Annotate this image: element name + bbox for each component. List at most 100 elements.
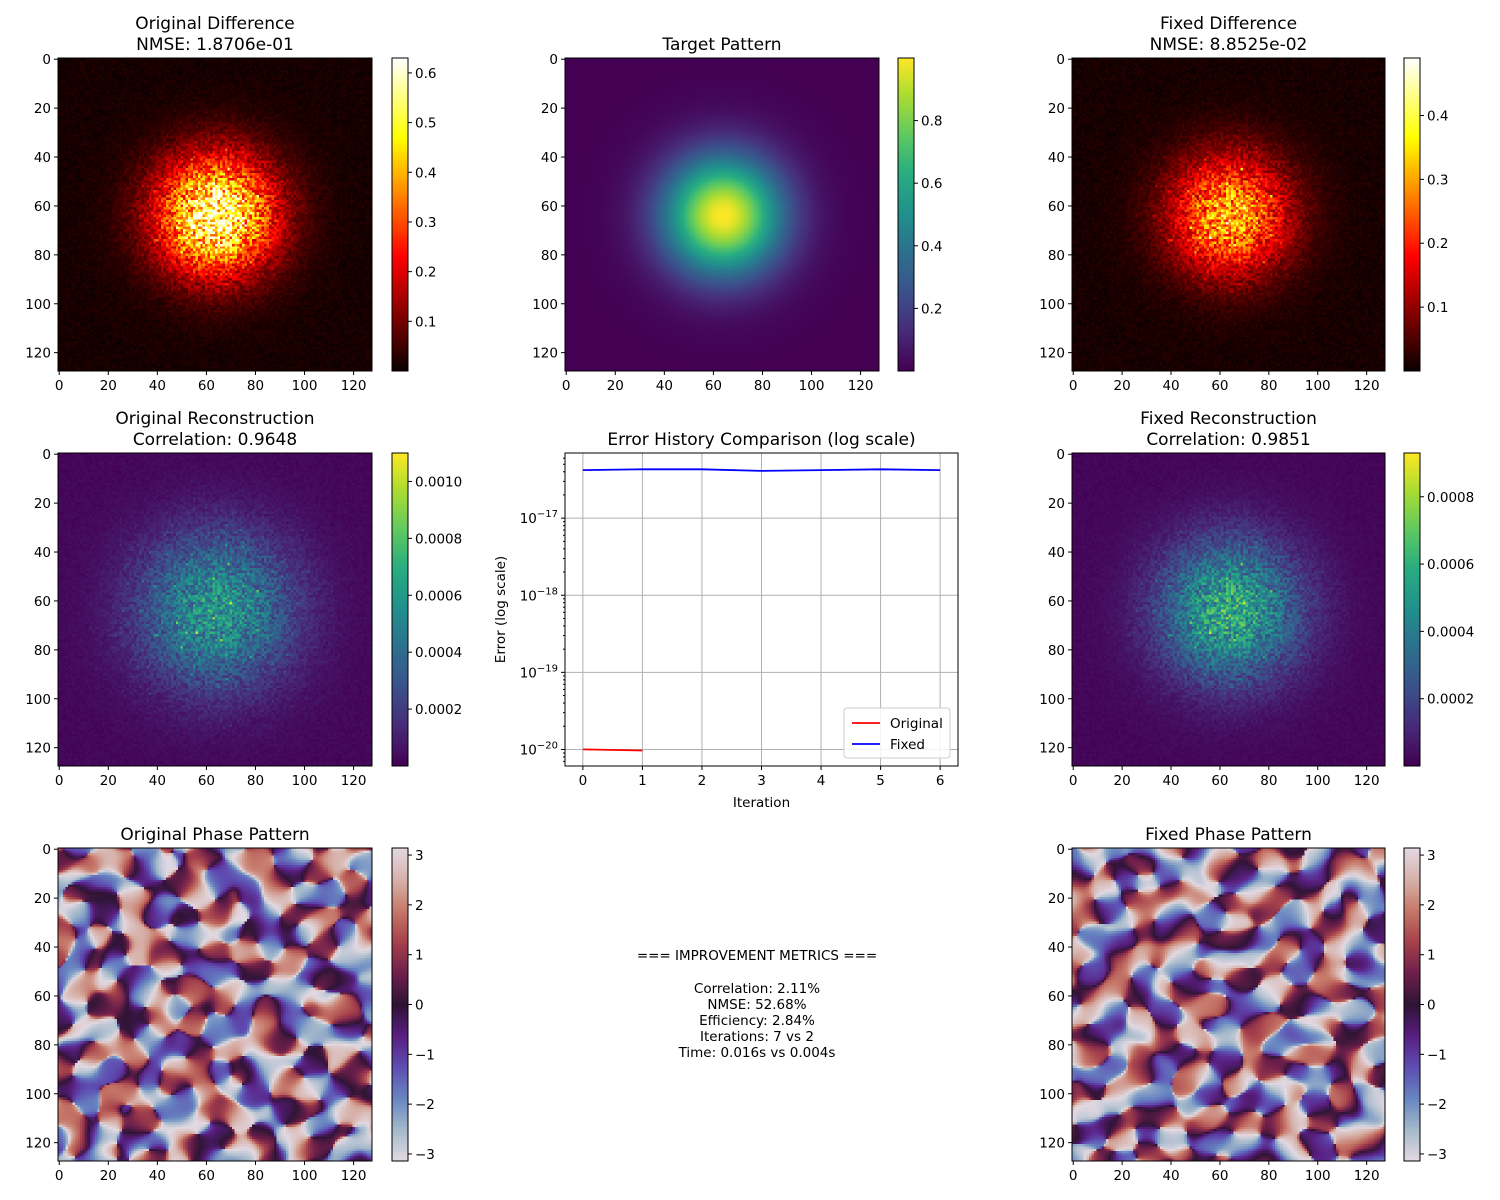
x-tick-label: 4: [817, 773, 826, 789]
colorbar-tick-label: −1: [415, 1047, 435, 1063]
x-tick-label: 100: [292, 1168, 318, 1184]
heatmap-image: [58, 848, 372, 1161]
y-tick-label: 120: [1039, 1136, 1065, 1152]
y-tick-label: 40: [1048, 545, 1065, 561]
axes-frame: [1071, 57, 1386, 372]
line-chart-panel: 0 1 2 3 4 5 6 10−20 10−19 10−18 10−17 Error History…: [493, 430, 959, 811]
x-tick-label: 0: [1069, 1168, 1078, 1184]
colorbar-image: [392, 453, 408, 766]
x-tick-label: 5: [876, 773, 885, 789]
x-tick-label: 80: [247, 1168, 264, 1184]
chart-title: Fixed Difference NMSE: 8.8525e-02: [1150, 14, 1308, 55]
x-tick-label: 2: [698, 773, 707, 789]
y-tick-label: 40: [34, 545, 51, 561]
metrics-line-time: Time: 0.016s vs 0.004s: [678, 1045, 836, 1061]
y-tick-label: 60: [1048, 199, 1065, 215]
x-tick-label: 0: [562, 378, 571, 394]
colorbar-tick-label: 0.4: [1427, 108, 1448, 124]
heatmap-panel-3: Original Reconstruction Correlation: 0.96…: [25, 409, 462, 789]
y-tick-label: 100: [1039, 1087, 1065, 1103]
x-tick-label: 100: [799, 378, 825, 394]
x-tick-label: 0: [55, 1168, 64, 1184]
y-tick-label: 120: [1039, 346, 1065, 362]
colorbar-image: [898, 58, 914, 371]
x-tick-label: 80: [247, 378, 264, 394]
x-tick-label: 100: [1305, 773, 1331, 789]
colorbar-tick-label: 0.0002: [415, 702, 462, 718]
y-tick-label: 100: [1039, 692, 1065, 708]
legend-box: [843, 707, 951, 759]
x-tick-label: 0: [1069, 378, 1078, 394]
y-tick-label: 10−18: [520, 586, 558, 604]
y-tick-label: 60: [34, 199, 51, 215]
y-tick-label: 120: [25, 346, 51, 362]
x-tick-label: 100: [292, 378, 318, 394]
y-tick-label: 0: [1056, 447, 1065, 463]
metrics-line-iterations: Iterations: 7 vs 2: [700, 1029, 814, 1045]
axes-frame: [1071, 847, 1386, 1162]
y-tick-label: 100: [1039, 297, 1065, 313]
colorbar-tick-label: 0.0002: [1427, 692, 1474, 708]
legend: Original Fixed: [843, 707, 951, 759]
colorbar-tick-label: 0.0004: [415, 645, 462, 661]
y-tick-label: 0: [1056, 52, 1065, 68]
colorbar-frame: [897, 57, 915, 372]
colorbar-tick-label: 0: [1427, 998, 1436, 1014]
y-tick-label: 100: [532, 297, 558, 313]
x-tick-label: 120: [341, 773, 367, 789]
x-tick-label: 80: [247, 773, 264, 789]
chart-title: Fixed Reconstruction Correlation: 0.9851: [1140, 409, 1317, 450]
y-tick-label: 80: [1048, 248, 1065, 264]
colorbar-tick-label: 0.1: [415, 314, 436, 330]
colorbar-tick-label: 0.6: [921, 176, 942, 192]
colorbar-tick-label: −1: [1427, 1047, 1447, 1063]
x-tick-label: 40: [656, 378, 673, 394]
x-tick-label: 20: [100, 773, 117, 789]
y-tick-label: 40: [541, 150, 558, 166]
y-tick-label: 10−20: [520, 740, 558, 758]
x-tick-label: 1: [638, 773, 647, 789]
x-tick-label: 120: [341, 1168, 367, 1184]
heatmap-image: [1072, 58, 1385, 371]
y-tick-label: 40: [34, 150, 51, 166]
y-tick-label: 20: [1048, 101, 1065, 117]
x-tick-label: 20: [1114, 1168, 1131, 1184]
colorbar-tick-label: 0.8: [921, 114, 942, 130]
x-tick-label: 60: [198, 378, 215, 394]
metrics-line-correlation: Correlation: 2.11%: [694, 981, 820, 997]
colorbar-tick-label: 0.2: [921, 301, 942, 317]
x-tick-label: 40: [149, 773, 166, 789]
colorbar-tick-label: 0.2: [1427, 236, 1448, 252]
x-tick-label: 80: [1260, 773, 1277, 789]
heatmap-image: [565, 58, 879, 371]
x-tick-label: 40: [1162, 773, 1179, 789]
chart-title: Original Reconstruction Correlation: 0.96…: [115, 409, 314, 450]
metrics-line-nmse: NMSE: 52.68%: [707, 997, 806, 1013]
x-tick-label: 60: [1211, 378, 1228, 394]
colorbar-tick-label: 0.0008: [415, 531, 462, 547]
y-tick-label: 120: [25, 1136, 51, 1152]
heatmap-image: [1072, 453, 1385, 766]
colorbar-tick-label: −2: [1427, 1097, 1447, 1113]
colorbar-tick-label: 0.0008: [1427, 490, 1474, 506]
colorbar-image: [1404, 58, 1420, 371]
y-tick-label: 100: [25, 692, 51, 708]
legend-label-original: Original: [890, 716, 943, 732]
chart-title: Original Phase Pattern: [120, 825, 309, 845]
y-tick-label: 10−19: [520, 663, 558, 681]
colorbar-tick-label: 0: [415, 998, 424, 1014]
colorbar-frame: [391, 57, 409, 372]
axes-frame: [564, 57, 880, 372]
axes-frame: [57, 847, 373, 1162]
chart-title: Fixed Phase Pattern: [1145, 825, 1312, 845]
x-tick-label: 40: [149, 1168, 166, 1184]
y-tick-label: 60: [34, 594, 51, 610]
x-tick-label: 3: [757, 773, 766, 789]
colorbar-tick-label: 2: [1427, 898, 1436, 914]
y-tick-label: 120: [1039, 741, 1065, 757]
y-tick-label: 60: [1048, 989, 1065, 1005]
colorbar-tick-label: 2: [415, 898, 424, 914]
colorbar-tick-label: 3: [1427, 848, 1436, 864]
